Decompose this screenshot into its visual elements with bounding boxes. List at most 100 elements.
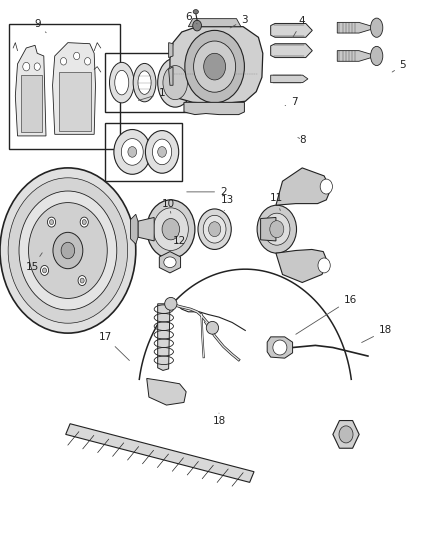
Polygon shape bbox=[138, 217, 154, 241]
Ellipse shape bbox=[257, 205, 297, 253]
Text: 17: 17 bbox=[99, 332, 129, 360]
Ellipse shape bbox=[320, 179, 332, 194]
Ellipse shape bbox=[152, 139, 172, 165]
Ellipse shape bbox=[61, 242, 74, 259]
Ellipse shape bbox=[0, 168, 136, 333]
Polygon shape bbox=[169, 67, 173, 85]
Ellipse shape bbox=[185, 30, 244, 103]
Polygon shape bbox=[170, 27, 263, 104]
Text: 1: 1 bbox=[138, 88, 166, 100]
Ellipse shape bbox=[339, 426, 353, 443]
Ellipse shape bbox=[273, 340, 287, 355]
Ellipse shape bbox=[158, 147, 166, 157]
Ellipse shape bbox=[128, 147, 137, 157]
Ellipse shape bbox=[270, 221, 284, 238]
Ellipse shape bbox=[60, 58, 67, 65]
Polygon shape bbox=[271, 75, 308, 83]
Polygon shape bbox=[15, 45, 46, 136]
Polygon shape bbox=[131, 214, 138, 244]
Text: 12: 12 bbox=[173, 236, 186, 246]
Ellipse shape bbox=[78, 276, 86, 286]
Ellipse shape bbox=[47, 217, 56, 227]
Text: 11: 11 bbox=[269, 193, 283, 211]
Polygon shape bbox=[59, 72, 91, 131]
Ellipse shape bbox=[318, 258, 330, 273]
Ellipse shape bbox=[110, 62, 134, 103]
Text: 7: 7 bbox=[285, 98, 298, 107]
Ellipse shape bbox=[8, 178, 127, 323]
Text: 4: 4 bbox=[293, 17, 306, 38]
Bar bbox=[105, 53, 199, 112]
Ellipse shape bbox=[121, 139, 143, 165]
Ellipse shape bbox=[208, 222, 221, 237]
Ellipse shape bbox=[80, 278, 84, 283]
Ellipse shape bbox=[193, 20, 201, 31]
Polygon shape bbox=[147, 378, 186, 405]
Ellipse shape bbox=[158, 58, 193, 107]
Polygon shape bbox=[159, 252, 180, 273]
Polygon shape bbox=[276, 249, 328, 282]
Ellipse shape bbox=[74, 52, 80, 60]
Ellipse shape bbox=[194, 41, 236, 92]
Ellipse shape bbox=[145, 131, 179, 173]
Ellipse shape bbox=[53, 232, 83, 269]
Ellipse shape bbox=[40, 265, 49, 276]
Polygon shape bbox=[169, 43, 173, 58]
Polygon shape bbox=[21, 75, 42, 132]
Bar bbox=[105, 123, 182, 181]
Ellipse shape bbox=[80, 217, 88, 227]
Polygon shape bbox=[337, 22, 377, 33]
Text: 15: 15 bbox=[26, 253, 42, 271]
Ellipse shape bbox=[371, 18, 383, 37]
Ellipse shape bbox=[203, 215, 226, 243]
Polygon shape bbox=[66, 424, 254, 482]
Polygon shape bbox=[53, 43, 95, 134]
Ellipse shape bbox=[206, 321, 219, 334]
Polygon shape bbox=[188, 19, 241, 27]
Polygon shape bbox=[267, 337, 293, 358]
Ellipse shape bbox=[147, 200, 195, 259]
Bar bbox=[9, 24, 120, 149]
Text: 3: 3 bbox=[230, 15, 248, 28]
Ellipse shape bbox=[193, 10, 198, 14]
Ellipse shape bbox=[162, 219, 180, 240]
Polygon shape bbox=[271, 23, 312, 37]
Polygon shape bbox=[271, 44, 312, 58]
Ellipse shape bbox=[85, 58, 91, 65]
Ellipse shape bbox=[23, 62, 30, 71]
Text: 2: 2 bbox=[187, 187, 227, 197]
Text: 5: 5 bbox=[392, 60, 406, 72]
Text: 18: 18 bbox=[212, 413, 226, 426]
Ellipse shape bbox=[153, 208, 188, 251]
Ellipse shape bbox=[49, 220, 53, 224]
Polygon shape bbox=[333, 421, 359, 448]
Polygon shape bbox=[337, 51, 377, 61]
Text: 18: 18 bbox=[362, 326, 392, 343]
Ellipse shape bbox=[138, 71, 151, 94]
Text: 10: 10 bbox=[162, 199, 175, 213]
Ellipse shape bbox=[82, 220, 86, 224]
Polygon shape bbox=[158, 304, 170, 370]
Ellipse shape bbox=[163, 66, 187, 100]
Text: 8: 8 bbox=[298, 135, 306, 144]
Ellipse shape bbox=[371, 46, 383, 66]
Ellipse shape bbox=[19, 191, 117, 310]
Ellipse shape bbox=[42, 268, 46, 273]
Polygon shape bbox=[276, 168, 331, 205]
Text: 9: 9 bbox=[34, 19, 46, 33]
Polygon shape bbox=[184, 102, 244, 115]
Ellipse shape bbox=[133, 63, 156, 102]
Polygon shape bbox=[261, 217, 276, 241]
Ellipse shape bbox=[115, 70, 129, 95]
Text: 16: 16 bbox=[296, 295, 357, 334]
Text: 6: 6 bbox=[185, 12, 197, 24]
Ellipse shape bbox=[165, 297, 177, 310]
Ellipse shape bbox=[164, 257, 176, 268]
Ellipse shape bbox=[264, 213, 290, 245]
Ellipse shape bbox=[28, 203, 107, 298]
Ellipse shape bbox=[34, 63, 40, 70]
Text: 13: 13 bbox=[221, 195, 234, 211]
Ellipse shape bbox=[114, 130, 151, 174]
Ellipse shape bbox=[198, 209, 231, 249]
Ellipse shape bbox=[204, 53, 226, 80]
